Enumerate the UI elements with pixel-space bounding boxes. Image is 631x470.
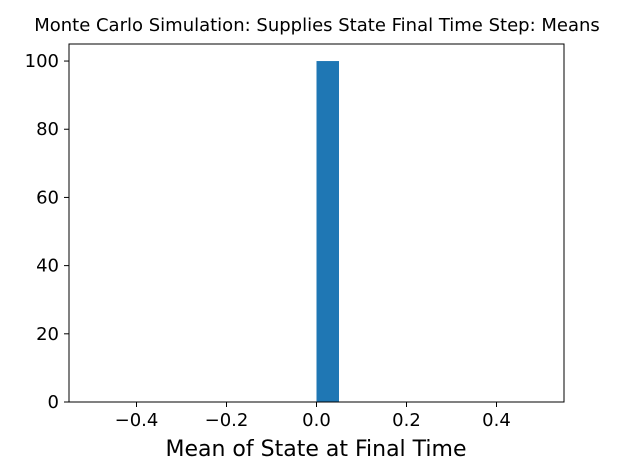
axes-layer: −0.4 −0.2 0.0 0.2 0.4 0 20 40 60 80 100 [25,43,565,431]
x-tick-label: 0.2 [392,410,421,431]
y-tick-label: 40 [36,256,59,277]
y-tick-label: 80 [36,119,59,140]
bars-layer [316,61,339,403]
histogram-bar [316,61,339,403]
y-tick-label: 20 [36,324,59,345]
x-axis-label: Mean of State at Final Time [166,437,467,462]
chart-title: Monte Carlo Simulation: Supplies State F… [34,15,600,36]
x-tick-label: 0.0 [302,410,331,431]
y-tick-label: 0 [48,392,59,413]
x-tick-label: 0.4 [482,410,511,431]
y-tick-label: 100 [25,51,59,72]
x-tick-label: −0.2 [205,410,249,431]
y-tick-label: 60 [36,187,59,208]
x-tick-label: −0.4 [115,410,159,431]
